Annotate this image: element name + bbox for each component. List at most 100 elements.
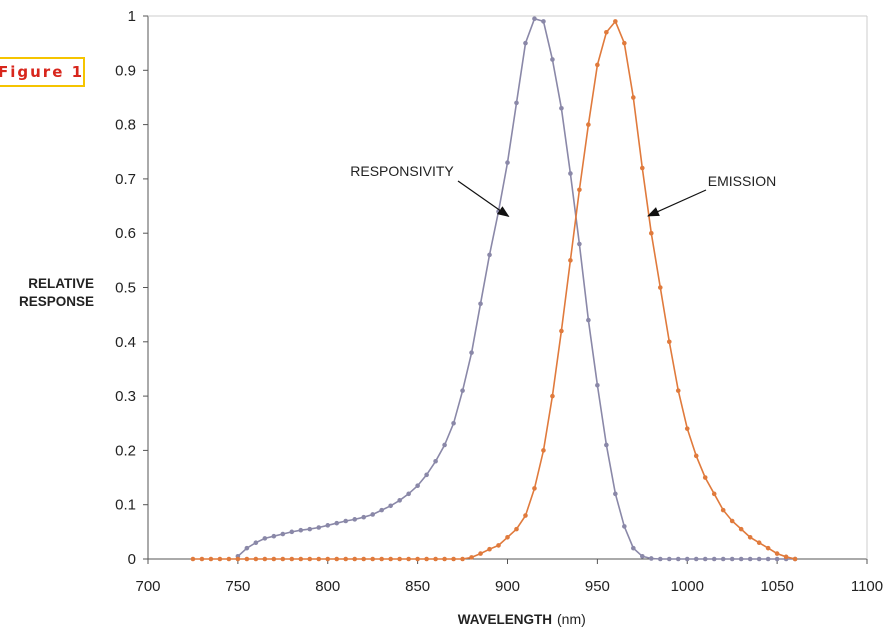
y-tick-label: 0.4: [115, 334, 136, 351]
x-tick-label: 950: [585, 578, 610, 595]
responsivity-data-point: [469, 350, 474, 355]
annotation-layer: RESPONSIVITY EMISSION: [350, 163, 776, 218]
emission-data-point: [702, 475, 708, 480]
responsivity-data-point: [622, 524, 627, 529]
responsivity-data-point: [774, 556, 780, 562]
responsivity-data-point: [271, 533, 277, 539]
responsivity-data-point: [631, 545, 636, 551]
emission-data-point: [208, 556, 214, 562]
responsivity-data-point: [451, 420, 456, 426]
emission-data-point: [433, 556, 438, 562]
emission-data-point: [577, 187, 582, 193]
emission-data-point: [235, 556, 241, 562]
responsivity-data-point: [577, 241, 582, 247]
responsivity-data-point: [550, 57, 555, 62]
emission-data-point: [442, 556, 447, 562]
responsivity-data-point: [487, 252, 492, 258]
series-layer: [190, 16, 798, 562]
emission-data-point: [343, 556, 349, 562]
emission-data-point: [586, 122, 591, 127]
emission-data-point: [729, 518, 735, 524]
emission-data-point: [361, 556, 367, 562]
emission-data-point: [505, 534, 510, 540]
emission-data-point: [199, 556, 205, 562]
responsivity-data-point: [586, 317, 591, 323]
emission-data-point: [379, 556, 384, 562]
responsivity-data-point: [505, 160, 510, 165]
x-tick-label: 1100: [851, 578, 883, 595]
responsivity-data-point: [460, 388, 465, 393]
responsivity-series-line: [237, 17, 796, 560]
emission-data-point: [460, 556, 465, 562]
responsivity-data-point: [738, 556, 744, 562]
emission-data-point: [397, 556, 402, 562]
responsivity-data-point: [702, 556, 708, 562]
y-tick-label: 0.8: [115, 117, 136, 134]
emission-data-point: [388, 556, 393, 562]
responsivity-data-point: [370, 512, 375, 517]
emission-data-point: [424, 556, 429, 562]
emission-data-point: [226, 556, 232, 562]
responsivity-data-point: [514, 100, 519, 106]
y-axis-label-line-2: RESPONSE: [19, 294, 94, 309]
x-tick-label: 850: [405, 578, 430, 595]
emission-data-point: [298, 556, 304, 562]
emission-data-point: [756, 540, 762, 546]
x-tick-label: 750: [225, 578, 250, 595]
y-tick-label: 0.7: [115, 171, 136, 188]
emission-data-point: [666, 339, 672, 345]
responsivity-annotation-arrow: [457, 180, 510, 218]
emission-data-point: [675, 388, 681, 393]
responsivity-data-point: [442, 442, 447, 448]
emission-data-point: [640, 165, 645, 171]
responsivity-data-point: [568, 171, 573, 176]
responsivity-data-point: [262, 536, 268, 541]
emission-data-point: [316, 556, 322, 562]
responsivity-data-point: [415, 483, 420, 488]
responsivity-data-point: [756, 556, 762, 562]
y-tick-label: 0.1: [115, 497, 136, 514]
emission-data-point: [541, 448, 546, 453]
emission-data-point: [568, 258, 573, 263]
emission-data-point: [190, 556, 196, 562]
emission-data-point: [684, 426, 690, 431]
y-tick-label: 0.3: [115, 388, 136, 405]
figure-tag: Figure 1: [0, 57, 85, 87]
responsivity-data-point: [693, 556, 699, 562]
emission-data-point: [693, 453, 699, 459]
emission-annotation-arrow: [647, 189, 707, 217]
emission-data-point: [325, 556, 331, 562]
responsivity-data-point: [649, 556, 654, 561]
responsivity-data-point: [478, 301, 483, 307]
responsivity-data-point: [675, 556, 681, 562]
emission-data-point: [334, 556, 340, 562]
responsivity-data-point: [379, 507, 384, 513]
emission-data-point: [783, 554, 789, 560]
responsivity-annotation-label: RESPONSIVITY: [350, 163, 454, 179]
responsivity-data-point: [289, 529, 295, 535]
emission-data-point: [747, 534, 753, 540]
emission-data-point: [559, 328, 564, 334]
emission-data-point: [649, 230, 654, 236]
responsivity-data-point: [666, 556, 672, 562]
y-tick-label: 0.5: [115, 280, 136, 297]
responsivity-data-point: [280, 531, 286, 537]
emission-data-point: [738, 526, 744, 532]
responsivity-data-point: [657, 556, 663, 562]
responsivity-data-point: [433, 458, 438, 464]
x-tick-label: 700: [135, 578, 160, 595]
chart-axes: 700 750 800 850 900 950 1000 1050 1100 0 0.1 0.2 0.3…: [115, 8, 883, 595]
responsivity-data-point: [559, 106, 564, 111]
x-axis-label: WAVELENGTH: [458, 612, 552, 627]
emission-data-point: [604, 29, 609, 35]
emission-data-point: [469, 555, 474, 560]
x-tick-label: 900: [495, 578, 520, 595]
responsivity-data-point: [325, 523, 331, 528]
emission-data-point: [622, 40, 627, 46]
y-tick-label: 1: [128, 8, 136, 25]
emission-data-point: [253, 556, 259, 562]
responsivity-data-point: [684, 556, 690, 562]
emission-data-point: [657, 285, 663, 290]
x-tick-label: 1050: [760, 578, 793, 595]
